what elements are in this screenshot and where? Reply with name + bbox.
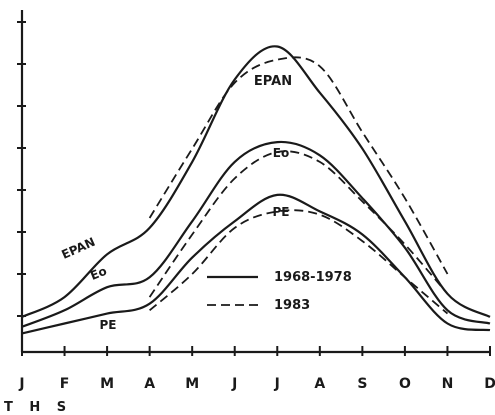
- footer-text: T H S: [4, 400, 72, 415]
- series-line-eo-1968-1978: [21, 140, 491, 328]
- series-group: [21, 45, 491, 335]
- x-tick-label: N: [442, 376, 454, 392]
- series-label-eo: Eo: [273, 146, 289, 160]
- x-tick-label: S: [357, 376, 367, 392]
- series-line-epan-1983: [148, 56, 449, 275]
- series-line-epan-1968-1978: [21, 45, 491, 318]
- x-tick-label: O: [399, 376, 411, 392]
- legend-label: 1968-1978: [274, 270, 352, 285]
- series-line-pe-1968-1978: [21, 193, 491, 335]
- series-label-pe: PE: [273, 205, 290, 219]
- axes: [17, 10, 491, 356]
- x-tick-label: J: [274, 376, 280, 392]
- x-tick-label: J: [231, 376, 237, 392]
- x-tick-label: A: [144, 376, 155, 392]
- legend: 1968-1978 1983: [207, 270, 352, 313]
- x-tick-label: D: [484, 376, 495, 392]
- series-label-pe: PE: [100, 318, 117, 332]
- series-label-epan: EPAN: [254, 74, 292, 89]
- x-tick-label: M: [100, 376, 114, 392]
- legend-label: 1983: [274, 298, 310, 313]
- series-line-eo-1983: [148, 150, 449, 298]
- series-label-epan: EPAN: [59, 235, 97, 262]
- x-tick-label: J: [18, 376, 24, 392]
- series-line-pe-1983: [149, 209, 449, 315]
- x-tick-label: A: [314, 376, 325, 392]
- x-tick-label: M: [185, 376, 199, 392]
- series-label-eo: Eo: [88, 264, 108, 283]
- x-tick-label: F: [60, 376, 70, 392]
